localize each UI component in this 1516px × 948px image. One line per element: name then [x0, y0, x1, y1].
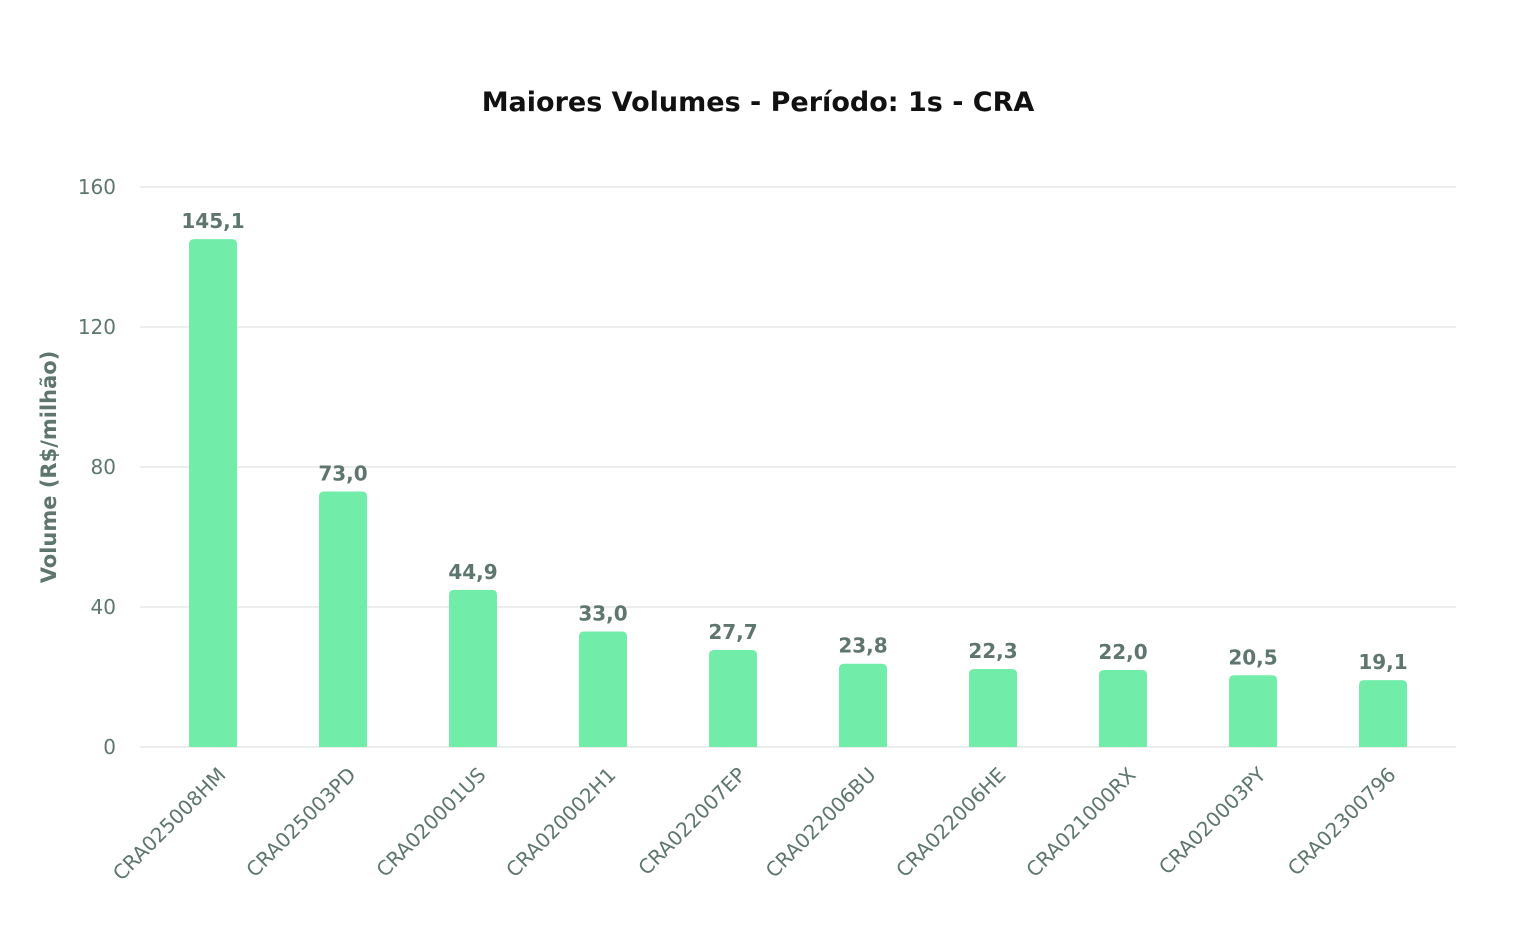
bar-cra020003py [1229, 675, 1277, 747]
y-tick-label: 40 [91, 595, 116, 619]
bar-cra022007ep [709, 650, 757, 747]
bar-cra021000rx [1099, 670, 1147, 747]
bar-cra022006bu [839, 663, 887, 747]
bar-cra020001us [449, 589, 497, 747]
y-tick-label: 80 [91, 455, 116, 479]
data-label: 23,8 [838, 634, 887, 658]
category-label: CRA02300796 [1283, 763, 1401, 881]
bar-cra025008hm [189, 239, 237, 747]
bar-cra022006he [969, 668, 1017, 747]
y-tick-labels: 0 40 80 120 160 [78, 175, 116, 759]
bar-cra02300796 [1359, 680, 1407, 747]
category-label: CRA020001US [371, 763, 490, 882]
y-axis-label: Volume (R$/milhão) [37, 351, 61, 584]
category-label: CRA021000RX [1021, 762, 1140, 881]
category-label: CRA022006HE [891, 763, 1010, 882]
category-label: CRA025008HM [108, 763, 231, 886]
data-label: 33,0 [578, 602, 627, 626]
bar-cra025003pd [319, 491, 367, 747]
bar-cra020002h1 [579, 631, 627, 747]
bars [189, 239, 1407, 747]
data-label: 145,1 [181, 209, 244, 233]
chart-title: Maiores Volumes - Período: 1s - CRA [482, 87, 1035, 118]
data-label: 73,0 [318, 462, 367, 486]
category-label: CRA022006BU [761, 763, 881, 883]
data-label: 20,5 [1228, 645, 1277, 669]
data-label: 19,1 [1358, 650, 1407, 674]
category-labels: CRA025008HM CRA025003PD CRA020001US CRA0200… [108, 762, 1401, 885]
category-label: CRA022007EP [633, 763, 750, 880]
category-label: CRA020003PY [1154, 762, 1271, 879]
y-tick-label: 160 [78, 175, 116, 199]
data-label: 44,9 [448, 560, 497, 584]
y-tick-label: 120 [78, 315, 116, 339]
data-labels: 145,1 73,0 44,9 33,0 27,7 23,8 22,3 22,0 20,5 19,… [181, 209, 1407, 674]
category-label: CRA025003PD [241, 763, 360, 882]
data-label: 22,0 [1098, 640, 1147, 664]
data-label: 27,7 [708, 620, 757, 644]
data-label: 22,3 [968, 639, 1017, 663]
category-label: CRA020002H1 [501, 763, 620, 882]
y-tick-label: 0 [103, 735, 116, 759]
